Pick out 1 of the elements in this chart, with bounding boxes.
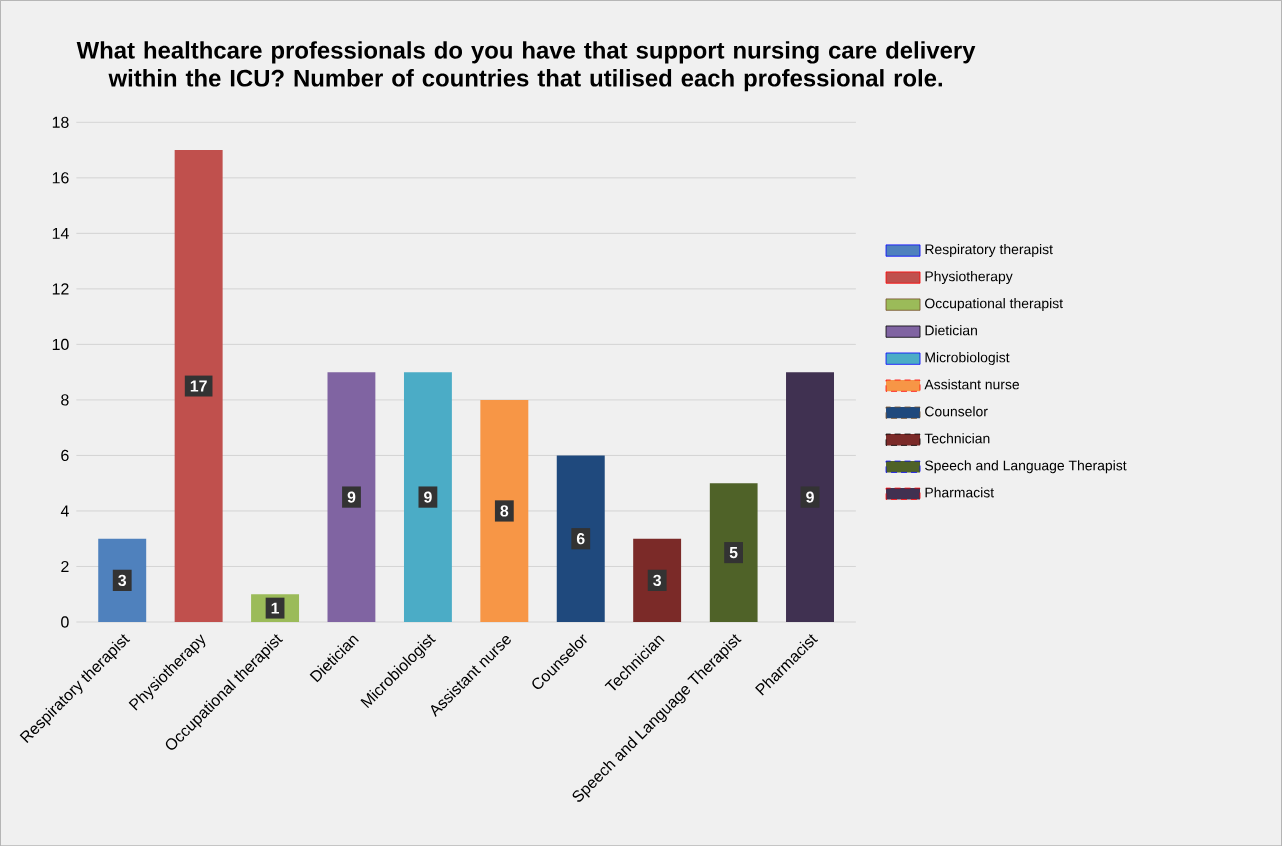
chart-title: What healthcare professionals do you have that support nursing care delivery within the ICU? Number of countries that utilised each professional role. [76, 41, 976, 92]
